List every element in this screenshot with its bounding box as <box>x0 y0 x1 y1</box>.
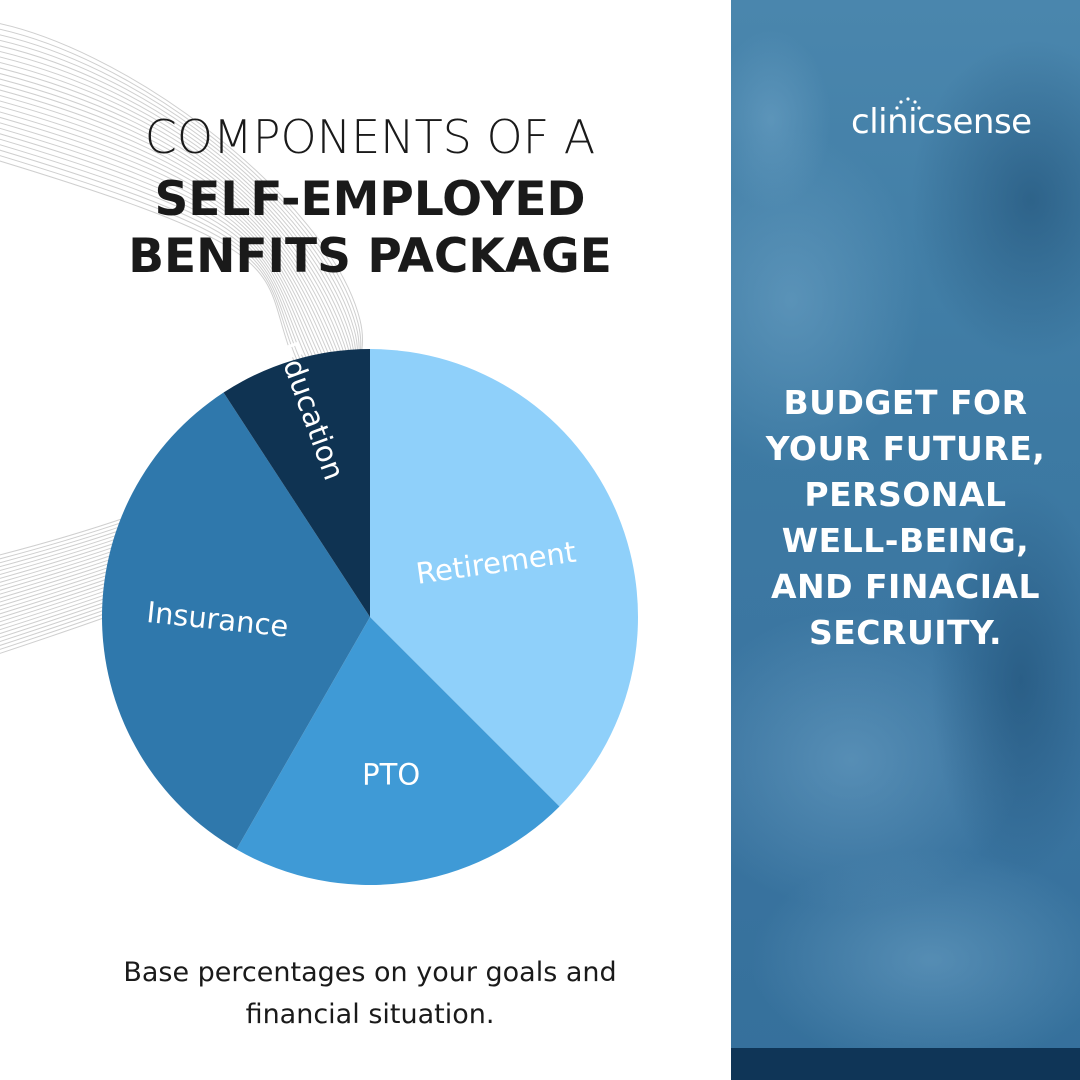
logo-dots-icon <box>895 97 921 110</box>
promo-line-5: AND FINACIAL <box>770 567 1041 606</box>
pie-slice-pto <box>236 617 560 885</box>
pie-slice-retirement <box>370 349 639 807</box>
pie-slice-education <box>223 349 370 617</box>
right-panel: clinicsense BUDGET FOR YOUR FUTURE, PERS… <box>731 0 1080 1080</box>
background-photo <box>731 30 1080 1070</box>
promo-text: BUDGET FOR YOUR FUTURE, PERSONAL WELL-BE… <box>745 380 1066 656</box>
pie-slice-insurance <box>102 392 371 850</box>
clinicsense-logo[interactable]: clinicsense <box>851 102 1032 142</box>
caption-line-2: financial situation. <box>245 999 495 1030</box>
title-line-1: COMPONENTS OF A <box>144 110 596 164</box>
title-line-3: BENFITS PACKAGE <box>128 229 612 284</box>
promo-line-3: PERSONAL <box>804 475 1007 514</box>
caption: Base percentages on your goals and finan… <box>60 952 680 1036</box>
promo-line-6: SECRUITY. <box>809 613 1002 652</box>
promo-line-4: WELL-BEING, <box>781 521 1030 560</box>
bottom-bar <box>731 1048 1080 1080</box>
left-panel: COMPONENTS OF A SELF-EMPLOYED BENFITS PA… <box>0 23 680 1036</box>
pie-label-pto: PTO <box>362 757 420 791</box>
caption-line-1: Base percentages on your goals and <box>123 957 617 988</box>
title-line-2: SELF-EMPLOYED <box>154 172 586 227</box>
promo-line-1: BUDGET FOR <box>783 383 1028 422</box>
promo-line-2: YOUR FUTURE, <box>765 429 1046 468</box>
